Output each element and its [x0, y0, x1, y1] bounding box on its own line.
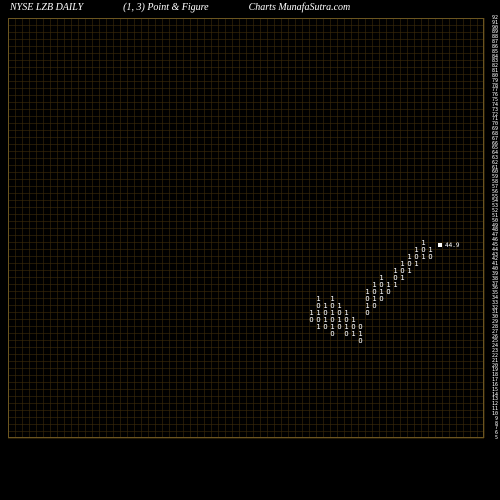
grid-line-v [400, 18, 401, 438]
grid-line-v [218, 18, 219, 438]
grid-line-v [316, 18, 317, 438]
pf-symbol: O [364, 310, 371, 317]
grid-line-v [421, 18, 422, 438]
grid-line-v [435, 18, 436, 438]
price-marker-label: 44.9 [445, 242, 459, 249]
grid-line-v [260, 18, 261, 438]
grid-line-v [204, 18, 205, 438]
pf-symbol: 1 [350, 331, 357, 338]
grid-line-v [309, 18, 310, 438]
pf-symbol: 1 [399, 275, 406, 282]
grid-line-v [463, 18, 464, 438]
grid-line-v [344, 18, 345, 438]
chart-title: NYSE LZB DAILY [10, 2, 83, 18]
grid-line-v [99, 18, 100, 438]
grid-line-v [64, 18, 65, 438]
pf-symbol: 1 [420, 254, 427, 261]
bottom-panel [8, 440, 484, 500]
grid-line-v [176, 18, 177, 438]
grid-line-v [29, 18, 30, 438]
chart-source: Charts MunafaSutra.com [249, 2, 351, 18]
grid-line-v [379, 18, 380, 438]
grid-line-v [127, 18, 128, 438]
pf-symbol: O [357, 338, 364, 345]
grid-line-v [141, 18, 142, 438]
grid-line-v [337, 18, 338, 438]
grid-line-v [211, 18, 212, 438]
grid-line-v [197, 18, 198, 438]
grid-line-v [71, 18, 72, 438]
grid-line-v [477, 18, 478, 438]
grid-line-v [456, 18, 457, 438]
chart-grid: 1O1O1O11O1O1O1O1O1O1O1O1O1O1O1O1O1O1O1O1… [8, 18, 484, 438]
pf-symbol: O [322, 324, 329, 331]
pf-symbol: O [385, 289, 392, 296]
grid-line-v [442, 18, 443, 438]
grid-line-v [414, 18, 415, 438]
chart-border [8, 18, 484, 19]
chart-header: NYSE LZB DAILY (1, 3) Point & Figure Cha… [0, 2, 500, 18]
grid-line-v [253, 18, 254, 438]
grid-line-v [106, 18, 107, 438]
grid-line-v [57, 18, 58, 438]
pf-symbol: O [371, 303, 378, 310]
pf-symbol: O [308, 317, 315, 324]
pf-symbol: 1 [315, 324, 322, 331]
grid-line-v [407, 18, 408, 438]
pf-symbol: O [378, 296, 385, 303]
grid-line-v [470, 18, 471, 438]
grid-line-v [36, 18, 37, 438]
grid-line-v [267, 18, 268, 438]
grid-line-v [43, 18, 44, 438]
grid-line-v [148, 18, 149, 438]
grid-line-v [295, 18, 296, 438]
y-axis-label: 5 [495, 436, 498, 442]
grid-line-v [323, 18, 324, 438]
grid-line-v [232, 18, 233, 438]
grid-line-v [428, 18, 429, 438]
grid-line-v [183, 18, 184, 438]
grid-line-v [281, 18, 282, 438]
grid-line-v [358, 18, 359, 438]
grid-line-v [372, 18, 373, 438]
grid-line-v [169, 18, 170, 438]
pf-symbol: O [343, 331, 350, 338]
grid-line-v [155, 18, 156, 438]
grid-line-v [15, 18, 16, 438]
grid-line-v [85, 18, 86, 438]
pf-symbol: O [329, 331, 336, 338]
grid-line-v [239, 18, 240, 438]
grid-line-v [288, 18, 289, 438]
grid-line-v [50, 18, 51, 438]
chart-params: (1, 3) Point & Figure [123, 2, 208, 18]
grid-line-v [386, 18, 387, 438]
pf-symbol: 1 [413, 261, 420, 268]
grid-line-v [351, 18, 352, 438]
grid-line-v [246, 18, 247, 438]
grid-line-v [274, 18, 275, 438]
grid-line-v [113, 18, 114, 438]
grid-line-v [225, 18, 226, 438]
price-marker-box [438, 243, 442, 247]
chart-border [8, 18, 9, 438]
grid-line-v [134, 18, 135, 438]
grid-line-v [120, 18, 121, 438]
pf-symbol: 1 [406, 268, 413, 275]
grid-line-v [302, 18, 303, 438]
grid-line-v [330, 18, 331, 438]
grid-line-v [190, 18, 191, 438]
grid-line-v [92, 18, 93, 438]
grid-line-v [22, 18, 23, 438]
grid-line-v [393, 18, 394, 438]
pf-symbol: O [336, 324, 343, 331]
grid-line-v [449, 18, 450, 438]
chart-border [8, 437, 484, 438]
grid-line-v [78, 18, 79, 438]
grid-line-h [8, 438, 484, 439]
pf-symbol: 1 [392, 282, 399, 289]
grid-line-v [365, 18, 366, 438]
grid-line-v [162, 18, 163, 438]
y-axis: 9291908988878685848382818079787776757473… [484, 18, 498, 438]
pf-symbol: O [427, 254, 434, 261]
